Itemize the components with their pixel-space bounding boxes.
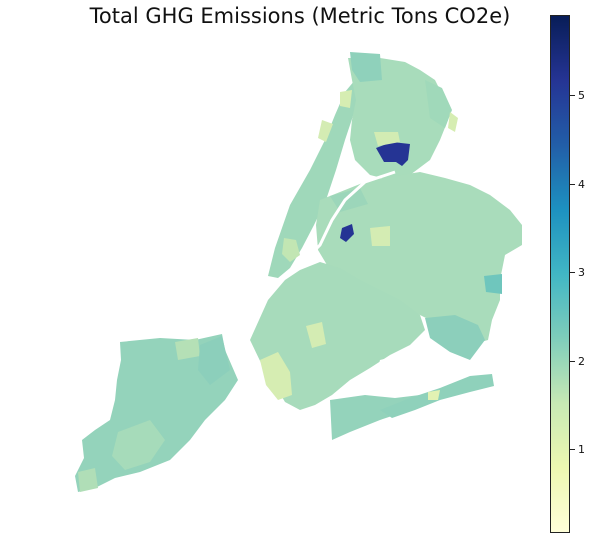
bay	[375, 350, 440, 385]
region-bronx-peak	[376, 142, 410, 166]
region-bronx-park	[340, 90, 352, 108]
region-manhattan	[268, 80, 365, 278]
river	[298, 170, 396, 267]
colorbar-tick	[570, 449, 575, 450]
colorbar-tick-label: 1	[578, 443, 585, 456]
colorbar-tick-label: 2	[578, 355, 585, 368]
region-manhattan-ues	[282, 238, 300, 262]
colorbar-tick	[570, 95, 575, 96]
region-manhattan-park	[318, 120, 333, 142]
region-bronx-low	[374, 132, 400, 146]
region-bronx	[348, 58, 448, 180]
colorbar-tick-label: 3	[578, 266, 585, 279]
region-rockaway-low	[428, 390, 440, 400]
region-queens-east	[484, 274, 502, 294]
region-queens-jfk	[425, 315, 485, 360]
region-queens-peak	[340, 224, 354, 242]
colorbar-tick	[570, 361, 575, 362]
region-brooklyn	[250, 262, 425, 410]
colorbar-tick	[570, 272, 575, 273]
region-bronx-north	[350, 52, 382, 82]
region-bronx-east	[425, 80, 452, 128]
region-bronx-sound	[448, 112, 458, 132]
region-staten-north	[175, 338, 200, 360]
region-staten-south	[112, 420, 165, 470]
colorbar-tick-label: 4	[578, 178, 585, 191]
colorbar-tick-label: 5	[578, 89, 585, 102]
map-title: Total GHG Emissions (Metric Tons CO2e)	[89, 4, 511, 28]
region-brooklyn-low	[260, 352, 292, 400]
colorbar	[550, 15, 570, 533]
region-brooklyn-mid	[306, 322, 326, 348]
colorbar-tick	[570, 184, 575, 185]
region-queens-low	[370, 226, 390, 246]
region-staten-east	[198, 336, 230, 385]
region-queens	[316, 172, 522, 345]
region-staten-tip	[78, 468, 98, 492]
choropleth-map	[75, 52, 522, 492]
